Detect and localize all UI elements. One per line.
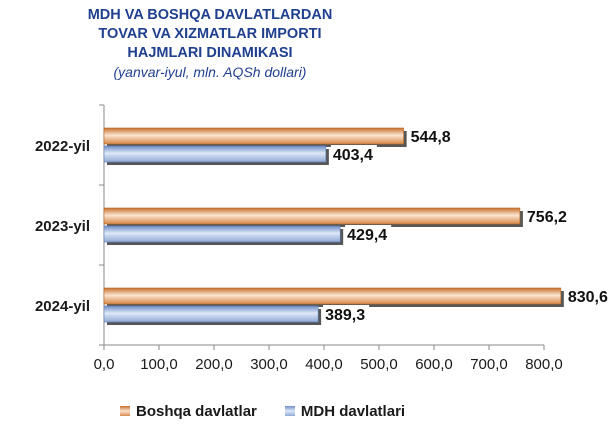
bar-boshqa-davlatlar [103, 127, 404, 145]
legend-swatch-boshqa [120, 406, 130, 416]
data-label-bg [323, 305, 370, 324]
chart-subtitle: (yanvar-iyul, mln. AQSh dollari) [113, 64, 307, 80]
x-tick-label: 100,0 [140, 356, 178, 373]
title-line-3: HAJMLARI DINAMIKASI [127, 45, 293, 61]
category-label: 2022-yil [35, 138, 90, 155]
legend-item-boshqa: Boshqa davlatlar [120, 403, 257, 420]
data-label: 389,3 [325, 307, 365, 324]
data-label-bg [330, 145, 377, 164]
chart-title: MDH VA BOSHQA DAVLATLARDAN TOVAR VA XIZM… [40, 6, 380, 82]
data-label-bg [565, 287, 612, 306]
x-tick-label: 600,0 [415, 356, 453, 373]
bar-mdh-davlatlari [103, 145, 327, 163]
x-tick-label: 0,0 [94, 356, 115, 373]
data-label-bg [408, 127, 455, 146]
legend-label-boshqa: Boshqa davlatlar [136, 402, 257, 420]
legend-item-mdh: MDH davlatlari [284, 402, 406, 420]
category-label: 2024-yil [35, 298, 90, 315]
x-tick-label: 300,0 [250, 356, 288, 373]
data-label: 429,4 [347, 227, 387, 244]
bar-mdh-davlatlari [103, 305, 319, 323]
data-label-bg [524, 207, 571, 226]
x-tick-label: 800,0 [525, 356, 563, 373]
bar-boshqa-davlatlar [103, 287, 562, 305]
data-label: 756,2 [527, 209, 567, 226]
x-tick-label: 400,0 [305, 356, 343, 373]
data-label-bg [345, 225, 392, 244]
legend-swatch-mdh [284, 406, 295, 416]
x-tick-label: 200,0 [195, 356, 233, 373]
title-line-2: TOVAR VA XIZMATLAR IMPORTI [98, 26, 322, 42]
bar-mdh-davlatlari [103, 225, 341, 243]
data-label: 830,6 [568, 289, 608, 306]
x-tick-label: 700,0 [470, 356, 508, 373]
legend: Boshqa davlatlar MDH davlatlari [120, 397, 500, 425]
x-tick-label: 500,0 [360, 356, 398, 373]
plot-area: 0,0 100,0 200,0 300,0 400,0 500,0 600,0 700,0 80… [35, 104, 612, 373]
data-label: 544,8 [411, 129, 451, 146]
category-label: 2023-yil [35, 218, 90, 235]
title-line-1: MDH VA BOSHQA DAVLATLARDAN [87, 7, 333, 23]
bar-boshqa-davlatlar [103, 207, 521, 225]
data-label: 403,4 [333, 147, 373, 164]
legend-label-mdh: MDH davlatlari [300, 402, 406, 420]
